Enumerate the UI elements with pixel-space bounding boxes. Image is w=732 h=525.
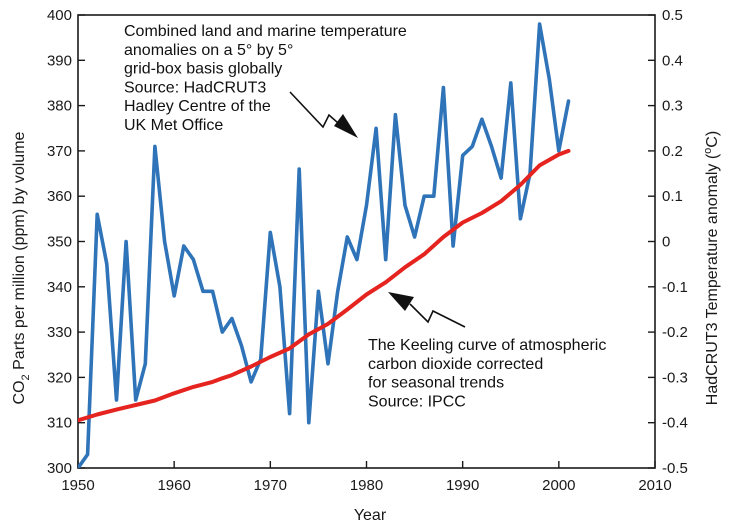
co2-annotation-arrowhead (388, 292, 414, 311)
y-left-tick-label: 300 (47, 460, 72, 477)
y-right-title-sup: o (702, 148, 714, 154)
temperature-annotation-line: Source: HadCRUT3 (124, 79, 266, 96)
y-right-tick-label: 0 (662, 234, 670, 251)
temperature-annotation-arrowhead (334, 114, 358, 138)
y-right-tick-label: -0.1 (662, 279, 688, 296)
x-tick-label: 1980 (350, 477, 383, 494)
y-left-tick-label: 310 (47, 415, 72, 432)
ticks: 1950 1960 1970 1980 1990 2000 2010 300 310 320 330… (47, 7, 688, 494)
y-left-tick-label: 360 (47, 188, 72, 205)
y-left-title-rest: Parts per million (ppm) by volume (11, 131, 28, 374)
y-right-tick-label: 0.1 (662, 188, 683, 205)
x-tick-label: 1990 (446, 477, 479, 494)
y-right-tick-label: -0.3 (662, 369, 688, 386)
temperature-annotation: Combined land and marine temperature anom… (124, 23, 407, 134)
x-axis-title: Year (354, 507, 387, 524)
temperature-annotation-line: Hadley Centre of the (124, 98, 271, 115)
x-tick-label: 2000 (542, 477, 575, 494)
co2-annotation-arrow (409, 303, 466, 328)
y-right-title-main: HadCRUT3 Temperature anomaly ( (704, 153, 721, 405)
co2-annotation-line: Source: IPCC (368, 393, 466, 410)
y-right-tick-label: -0.5 (662, 460, 688, 477)
series-layer (78, 22, 571, 468)
co2-annotation-line: for seasonal trends (368, 375, 504, 392)
y-left-tick-label: 400 (47, 7, 72, 24)
y-left-tick-label: 350 (47, 234, 72, 251)
x-tick-label: 2010 (638, 477, 671, 494)
y-left-title-main: CO (11, 380, 28, 404)
y-right-tick-label: 0.2 (662, 143, 683, 160)
y-axis-title-left: CO2 Parts per million (ppm) by volume (11, 131, 32, 404)
co2-annotation-line: The Keeling curve of atmospheric (368, 337, 606, 354)
temperature-annotation-line: UK Met Office (124, 117, 223, 134)
x-tick-label: 1960 (157, 477, 190, 494)
temperature-annotation-line: grid-box basis globally (124, 61, 282, 78)
y-left-tick-label: 330 (47, 324, 72, 341)
annotations: Combined land and marine temperature anom… (124, 23, 606, 410)
y-right-tick-label: -0.2 (662, 324, 688, 341)
y-axis-title-right: HadCRUT3 Temperature anomaly (oC) (702, 131, 721, 405)
y-left-tick-label: 370 (47, 143, 72, 160)
co2-annotation: The Keeling curve of atmospheric carbon d… (368, 337, 606, 410)
y-left-tick-label: 320 (47, 369, 72, 386)
y-left-tick-label: 380 (47, 98, 72, 115)
y-right-tick-label: 0.5 (662, 7, 683, 24)
y-left-title-sub: 2 (20, 374, 32, 380)
temperature-annotation-line: anomalies on a 5° by 5° (124, 42, 293, 59)
y-right-tick-label: 0.3 (662, 98, 683, 115)
x-tick-label: 1950 (61, 477, 94, 494)
y-right-tick-label: 0.4 (662, 52, 683, 69)
x-tick-label: 1970 (254, 477, 287, 494)
co2-annotation-line: carbon dioxide corrected (368, 356, 543, 373)
co2-series-line (78, 148, 571, 423)
y-right-tick-label: -0.4 (662, 415, 688, 432)
y-left-tick-label: 340 (47, 279, 72, 296)
y-right-title-rest: C) (704, 131, 721, 148)
y-left-tick-label: 390 (47, 52, 72, 69)
temperature-annotation-line: Combined land and marine temperature (124, 23, 407, 40)
